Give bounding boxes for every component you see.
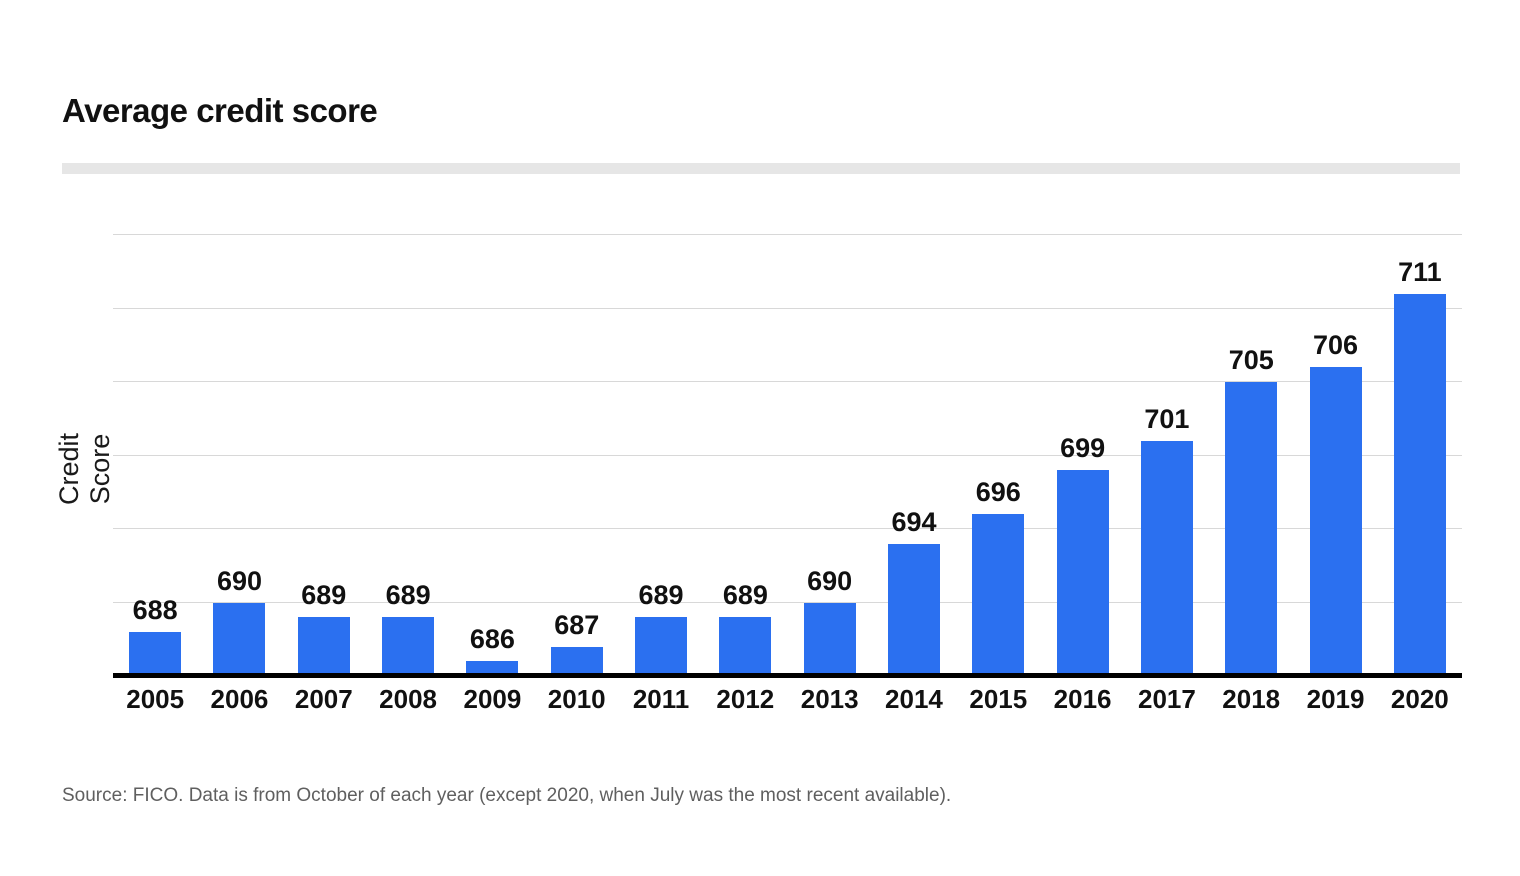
bar-value-label-2006: 690 (216, 565, 262, 596)
source-note: Source: FICO. Data is from October of ea… (62, 785, 952, 806)
x-tick-label-2005: 2005 (126, 684, 185, 714)
bar-value-label-2005: 688 (132, 594, 178, 625)
x-tick-label-2008: 2008 (379, 684, 438, 714)
bar-value-label-2018: 705 (1228, 345, 1274, 375)
bar-value-label-2020: 711 (1398, 256, 1442, 287)
gridline-690 (113, 601, 1462, 603)
x-tick-label-2007: 2007 (294, 684, 353, 714)
x-tick-label-2018: 2018 (1222, 684, 1281, 714)
bar-value-label-2017: 701 (1144, 403, 1190, 434)
bar-2009 (466, 661, 519, 676)
x-tick-label-2009: 2009 (463, 684, 522, 714)
bar-2019 (1309, 367, 1362, 676)
bar-value-label-2009: 686 (469, 624, 515, 655)
bar-2006 (213, 602, 266, 676)
bar-2015 (972, 514, 1025, 676)
gridline-705 (113, 381, 1462, 382)
bar-2010 (550, 646, 603, 676)
gridline-715 (113, 234, 1462, 235)
bar-value-label-2019: 706 (1313, 330, 1359, 361)
chart-title: Average credit score (62, 92, 378, 129)
bar-2012 (719, 617, 772, 676)
x-axis-line (113, 673, 1462, 678)
x-tick-label-2006: 2006 (210, 684, 269, 714)
x-axis-labels: 2005 2006 2007 2008 2009 2010 2011 2012 2013 2014… (113, 684, 1462, 718)
x-tick-label-2013: 2013 (800, 684, 859, 714)
gridline-710 (113, 307, 1462, 309)
bar-value-label-2016: 699 (1060, 433, 1106, 464)
bar-2018 (1225, 382, 1278, 676)
x-tick-label-2014: 2014 (885, 684, 943, 714)
bar-value-label-2013: 690 (807, 565, 853, 596)
bar-value-label-2012: 689 (722, 580, 768, 611)
x-tick-label-2019: 2019 (1306, 684, 1365, 714)
y-axis-title: Credit Score (54, 432, 115, 506)
title-divider-rule (62, 163, 1460, 174)
x-tick-label-2016: 2016 (1053, 684, 1112, 714)
bar-2020 (1393, 293, 1446, 676)
bar-2005 (129, 631, 182, 676)
bar-2016 (1056, 470, 1109, 676)
x-tick-label-2020: 2020 (1390, 684, 1449, 714)
bar-2011 (635, 617, 688, 676)
plot-area: 688 690 689 689 686 687 689 689 690 694 696 699 701 7… (113, 200, 1462, 678)
x-tick-label-2012: 2012 (716, 684, 775, 714)
bar-2014 (887, 543, 940, 676)
x-tick-label-2017: 2017 (1137, 684, 1196, 714)
bar-value-label-2010: 687 (554, 609, 600, 640)
bar-value-label-2008: 689 (385, 580, 431, 611)
bar-2008 (382, 617, 435, 676)
x-tick-label-2010: 2010 (547, 684, 606, 714)
bar-value-label-2007: 689 (301, 580, 347, 611)
x-tick-label-2015: 2015 (969, 684, 1028, 714)
bar-2013 (803, 602, 856, 676)
gridline-700 (113, 454, 1462, 456)
gridline-695 (113, 528, 1462, 529)
bar-2007 (297, 617, 350, 676)
bar-value-label-2015: 696 (975, 477, 1021, 508)
x-tick-label-2011: 2011 (632, 684, 690, 714)
bar-value-label-2011: 689 (638, 580, 684, 611)
bar-value-label-2014: 694 (891, 506, 937, 537)
bar-2017 (1140, 440, 1193, 676)
